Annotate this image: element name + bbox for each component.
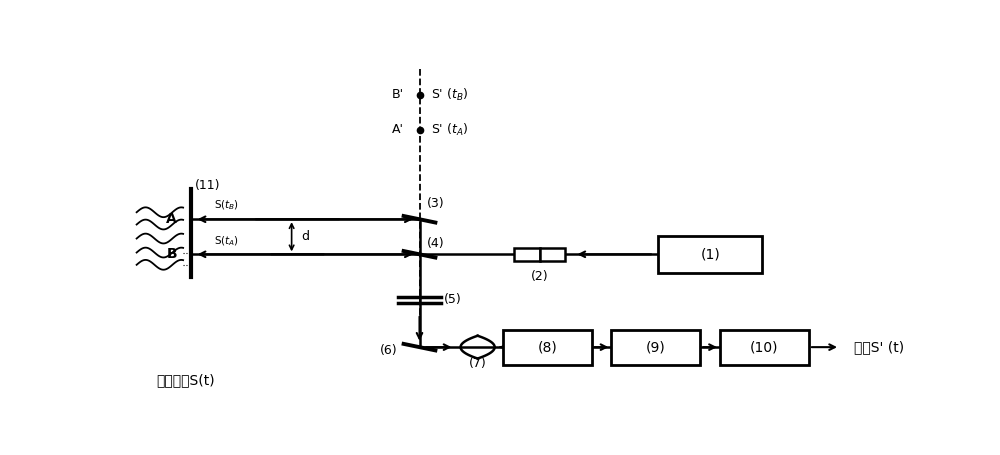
- Text: B': B': [392, 88, 404, 101]
- Text: (10): (10): [750, 340, 779, 354]
- FancyBboxPatch shape: [611, 329, 700, 364]
- Text: (7): (7): [469, 357, 486, 370]
- Text: S' ($t_A$): S' ($t_A$): [431, 122, 468, 138]
- Text: A: A: [166, 212, 177, 226]
- Text: S($t_B$): S($t_B$): [214, 198, 239, 212]
- Text: S' ($t_B$): S' ($t_B$): [431, 87, 468, 103]
- Text: (2): (2): [531, 270, 548, 283]
- Text: A': A': [392, 123, 404, 136]
- Text: 输出S' (t): 输出S' (t): [854, 340, 904, 354]
- Text: S($t_A$): S($t_A$): [214, 234, 239, 248]
- Text: (3): (3): [427, 197, 445, 210]
- Text: (4): (4): [427, 238, 445, 250]
- Text: (11): (11): [195, 179, 220, 192]
- Bar: [540, 248, 565, 261]
- Bar: [514, 248, 540, 261]
- Text: (5): (5): [444, 293, 462, 306]
- Text: (8): (8): [538, 340, 557, 354]
- FancyBboxPatch shape: [720, 329, 809, 364]
- Text: B: B: [166, 248, 177, 261]
- Text: (1): (1): [700, 248, 720, 261]
- Text: 振动信号S(t): 振动信号S(t): [156, 374, 215, 387]
- Text: (6): (6): [380, 344, 398, 357]
- FancyBboxPatch shape: [503, 329, 592, 364]
- Text: d: d: [301, 230, 309, 243]
- Text: (9): (9): [646, 340, 666, 354]
- FancyBboxPatch shape: [658, 236, 762, 273]
